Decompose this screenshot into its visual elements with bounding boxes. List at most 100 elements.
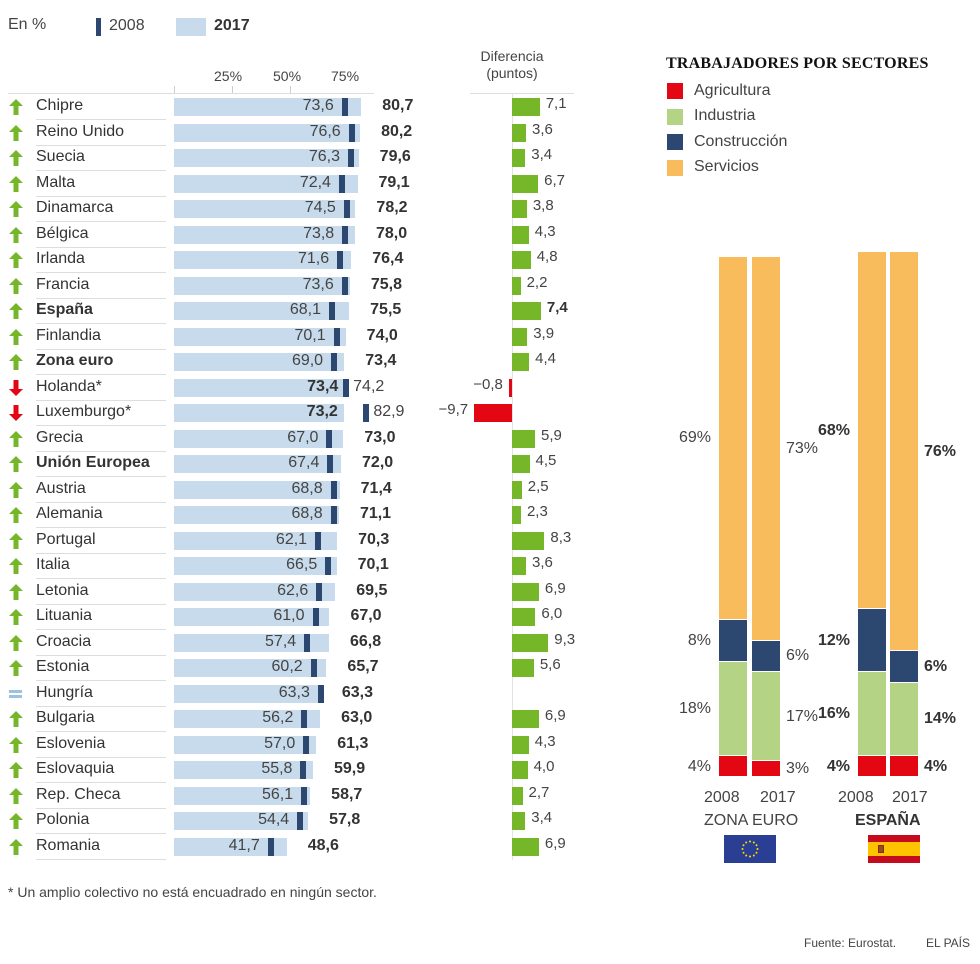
row-separator: [36, 527, 166, 528]
value-2008: 62,6: [277, 581, 309, 599]
legend-label-2008: 2008: [109, 17, 145, 34]
group-label-zona-euro: ZONA EURO: [704, 812, 799, 829]
arrow-up-icon: [9, 838, 23, 855]
diff-bar: [512, 531, 545, 550]
value-2017: 69,5: [356, 581, 388, 599]
value-2008: 66,5: [286, 556, 318, 573]
bar-2017: [174, 327, 346, 346]
arrow-up-icon: [9, 124, 23, 141]
marker-2008: [342, 225, 349, 244]
diff-value: 6,9: [544, 707, 566, 724]
value-2008: 82,9: [373, 403, 405, 420]
country-label: Francia: [36, 275, 90, 293]
value-2008: 54,4: [258, 811, 290, 828]
arrow-down-icon: [9, 405, 23, 421]
diff-bar: [512, 200, 527, 218]
tick-line-25: [232, 86, 233, 94]
legend-label-agricultura: Agricultura: [694, 82, 771, 99]
country-label: Luxemburgo*: [36, 403, 132, 420]
country-label: Bélgica: [36, 224, 89, 242]
value-2017: 66,8: [349, 632, 382, 650]
diff-bar: [512, 608, 536, 626]
marker-2008: [303, 735, 310, 754]
value-2017: 63,0: [341, 709, 373, 726]
value-2008: 74,2: [353, 377, 385, 395]
value-2017: 57,8: [329, 811, 361, 828]
bar-2017: [174, 353, 345, 371]
tick-line-50: [290, 86, 291, 94]
pct-label-construccion: 12%: [817, 631, 850, 649]
arrow-up-icon: [9, 175, 23, 192]
pct-label-agricultura: 3%: [786, 760, 810, 778]
row-separator: [36, 425, 166, 426]
country-label: Suecia: [36, 148, 85, 165]
marker-2008: [330, 506, 337, 524]
value-2008: 56,1: [262, 785, 294, 803]
pct-label-agricultura: 4%: [687, 757, 711, 775]
stack-servicios-españa-2008: [858, 252, 886, 608]
year-label-eu-2017: 2017: [760, 789, 796, 806]
row-separator: [36, 501, 166, 503]
marker-2008: [304, 633, 311, 652]
value-2008: 62,1: [275, 530, 308, 548]
diff-value: 3,6: [532, 120, 553, 138]
year-label-eu-2008: 2008: [704, 789, 740, 806]
diff-bar: [512, 149, 526, 167]
axis-tick-50: 50%: [273, 68, 302, 84]
diff-bar: [512, 633, 549, 652]
arrow-up-icon: [9, 711, 23, 727]
diff-bar: [512, 327, 528, 346]
pct-label-servicios: 69%: [678, 429, 711, 447]
marker-2008: [341, 98, 348, 116]
diff-value: 5,9: [541, 426, 562, 444]
diff-bar: [512, 455, 530, 473]
arrow-up-icon: [9, 303, 23, 319]
marker-2008: [330, 480, 337, 499]
marker-2008: [267, 837, 274, 856]
country-label: Polonia: [36, 811, 90, 828]
marker-2008: [343, 378, 350, 397]
arrow-up-icon: [9, 532, 23, 549]
country-label: Unión Europea: [36, 454, 150, 471]
stack-servicios-españa-2017: [890, 252, 918, 650]
spain-flag-icon: [868, 835, 920, 863]
marker-2008: [343, 200, 350, 218]
diff-bar: [512, 659, 534, 677]
arrow-up-icon: [9, 762, 23, 778]
marker-2008: [363, 404, 370, 422]
bar-2017: [174, 378, 345, 397]
pct-label-servicios: 68%: [817, 421, 850, 439]
arrow-up-icon: [9, 99, 23, 115]
value-2008: 63,3: [278, 683, 310, 701]
arrow-up-icon: [9, 481, 23, 498]
value-2017: 71,4: [360, 479, 392, 497]
value-2017: 79,1: [378, 173, 410, 191]
bar-2017: [174, 684, 321, 703]
diff-bar: [512, 506, 521, 524]
diff-bar: [512, 837, 539, 856]
country-label: Finlandia: [36, 326, 101, 344]
diff-value: 4,4: [535, 350, 557, 367]
bar-2017: [174, 557, 337, 575]
stack-servicios-zona-euro-2008: [719, 257, 747, 619]
bar-2017: [174, 837, 287, 856]
pct-label-servicios: 76%: [924, 442, 957, 460]
legend-label-construccion: Construcción: [694, 133, 788, 150]
bar-2017: [174, 174, 358, 193]
equal-icon: [9, 689, 22, 698]
marker-2008: [312, 608, 319, 626]
value-2008: 57,4: [265, 632, 297, 650]
axis-line: [8, 93, 374, 94]
country-label: Irlanda: [36, 250, 85, 267]
value-2008: 60,2: [271, 658, 303, 675]
value-2017: 79,6: [379, 148, 411, 165]
legend-swatch-construccion: [667, 134, 683, 150]
diff-bar: [512, 251, 531, 269]
country-label: Estonia: [36, 658, 90, 675]
pct-label-industria: 16%: [817, 705, 850, 722]
value-2017: 78,0: [375, 224, 408, 242]
bar-2017: [174, 98, 362, 116]
diff-bar: [512, 735, 529, 754]
arrow-up-icon: [9, 507, 23, 523]
value-2008: 69,0: [291, 352, 324, 369]
